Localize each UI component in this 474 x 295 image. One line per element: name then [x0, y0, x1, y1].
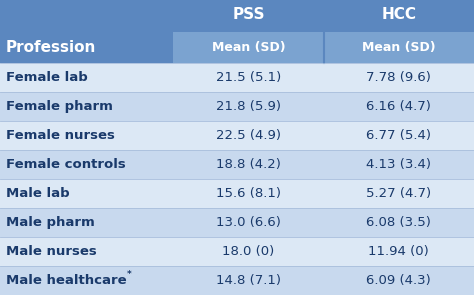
Text: Male lab: Male lab [6, 187, 69, 200]
Bar [173, 32, 324, 63]
Text: 6.77 (5.4): 6.77 (5.4) [366, 129, 431, 142]
Text: 6.08 (3.5): 6.08 (3.5) [366, 216, 431, 229]
Bar [0, 0, 474, 63]
Text: Male pharm: Male pharm [6, 216, 94, 229]
Text: *: * [127, 270, 132, 279]
Text: 7.78 (9.6): 7.78 (9.6) [366, 71, 431, 84]
Text: 5.27 (4.7): 5.27 (4.7) [366, 187, 431, 200]
Text: 6.09 (4.3): 6.09 (4.3) [366, 274, 431, 287]
Bar [0, 179, 474, 208]
Text: 11.94 (0): 11.94 (0) [368, 245, 429, 258]
Bar [0, 266, 474, 295]
Bar [324, 32, 474, 63]
Text: Male healthcare: Male healthcare [6, 274, 126, 287]
Text: Male nurses: Male nurses [6, 245, 96, 258]
Text: Female controls: Female controls [6, 158, 126, 171]
Text: Profession: Profession [6, 40, 96, 55]
Bar [0, 208, 474, 237]
Text: 6.16 (4.7): 6.16 (4.7) [366, 100, 431, 113]
Bar [0, 121, 474, 150]
Text: 14.8 (7.1): 14.8 (7.1) [216, 274, 281, 287]
Text: HCC: HCC [382, 7, 416, 22]
Text: 22.5 (4.9): 22.5 (4.9) [216, 129, 281, 142]
Text: 15.6 (8.1): 15.6 (8.1) [216, 187, 281, 200]
Text: 21.8 (5.9): 21.8 (5.9) [216, 100, 281, 113]
Bar [0, 63, 474, 92]
Text: 18.8 (4.2): 18.8 (4.2) [216, 158, 281, 171]
Bar [0, 150, 474, 179]
Text: 13.0 (6.6): 13.0 (6.6) [216, 216, 281, 229]
Text: Female nurses: Female nurses [6, 129, 115, 142]
Text: 18.0 (0): 18.0 (0) [222, 245, 274, 258]
Text: Mean (SD): Mean (SD) [211, 41, 285, 55]
Text: Female pharm: Female pharm [6, 100, 112, 113]
Text: 4.13 (3.4): 4.13 (3.4) [366, 158, 431, 171]
Text: PSS: PSS [232, 7, 264, 22]
Bar [0, 92, 474, 121]
Text: Female lab: Female lab [6, 71, 87, 84]
Text: 21.5 (5.1): 21.5 (5.1) [216, 71, 281, 84]
Bar [0, 237, 474, 266]
Text: Mean (SD): Mean (SD) [362, 41, 436, 55]
